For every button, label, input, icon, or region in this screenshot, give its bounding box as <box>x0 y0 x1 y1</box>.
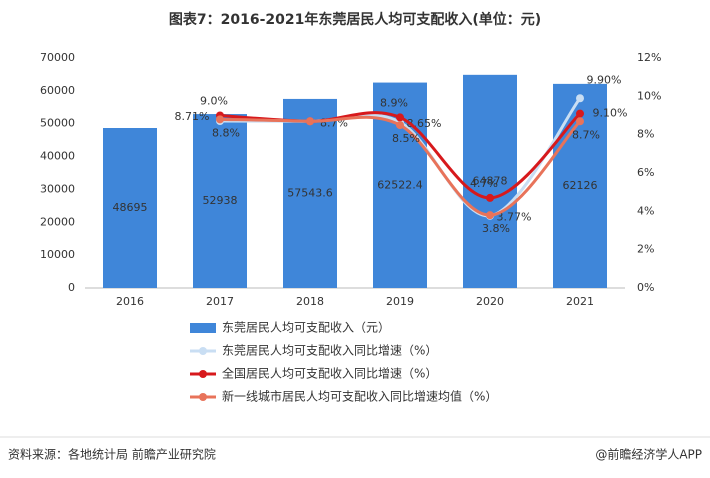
y-tick-label: 60000 <box>40 84 75 97</box>
y-tick-label: 70000 <box>40 51 75 64</box>
credit: @前瞻经济学人APP <box>595 447 702 462</box>
source: 资料来源：各地统计局 前瞻产业研究院 <box>8 447 216 462</box>
bar <box>283 98 337 289</box>
bar <box>193 114 247 289</box>
legend-marker <box>199 370 207 378</box>
bar <box>103 128 157 288</box>
line-marker <box>486 211 494 220</box>
bar-value-label: 57543.6 <box>287 186 333 199</box>
bar <box>463 74 517 288</box>
y-tick-label: 0 <box>68 281 75 294</box>
line-value-label: 9.90% <box>587 73 622 86</box>
line-value-label: 9.10% <box>593 107 628 120</box>
y2-tick-label: 2% <box>637 243 654 256</box>
y2-tick-label: 4% <box>637 204 654 217</box>
y2-tick-label: 6% <box>637 166 654 179</box>
y-tick-label: 40000 <box>40 150 75 163</box>
legend-label: 全国居民人均可支配收入同比增速（%） <box>222 366 437 381</box>
x-tick-label: 2016 <box>116 295 144 308</box>
line-value-label: 3.8% <box>482 222 510 235</box>
y2-tick-label: 12% <box>637 51 661 64</box>
bar-value-label: 52938 <box>203 194 238 207</box>
x-tick-label: 2017 <box>206 295 234 308</box>
bar-value-label: 62126 <box>563 179 598 192</box>
line <box>219 115 582 217</box>
x-tick-label: 2021 <box>566 295 594 308</box>
y-tick-label: 10000 <box>40 248 75 261</box>
line-value-label: 9.0% <box>200 95 228 108</box>
line-value-label: 8.71% <box>175 110 210 123</box>
legend-label: 东莞居民人均可支配收入同比增速（%） <box>222 344 437 358</box>
line-value-label: 8.9% <box>380 96 408 109</box>
x-tick-label: 2020 <box>476 295 504 308</box>
line-marker <box>396 121 404 130</box>
legend-marker <box>199 393 207 401</box>
line-value-label: 8.8% <box>212 126 240 139</box>
y-tick-label: 20000 <box>40 215 75 228</box>
legend-swatch <box>190 323 216 333</box>
legend-label: 新一线城市居民人均可支配收入同比增速均值（%） <box>222 389 497 404</box>
line-marker <box>216 115 224 124</box>
y2-tick-label: 10% <box>637 89 661 102</box>
chart-title: 图表7：2016-2021年东莞居民人均可支配收入(单位：元) <box>169 11 541 28</box>
y-tick-label: 50000 <box>40 117 75 130</box>
line-value-label: 8.7% <box>572 128 600 141</box>
y2-tick-label: 0% <box>637 281 654 294</box>
legend-label: 东莞居民人均可支配收入（元） <box>222 321 390 335</box>
y2-tick-label: 8% <box>637 128 654 141</box>
line-marker <box>306 117 314 126</box>
line-marker <box>576 94 584 103</box>
line-marker <box>486 193 494 202</box>
bar-value-label: 62522.4 <box>377 178 423 191</box>
x-tick-label: 2018 <box>296 295 324 308</box>
bar-value-label: 48695 <box>113 201 148 214</box>
line-marker <box>576 117 584 126</box>
line-marker <box>576 109 584 118</box>
y-tick-label: 30000 <box>40 182 75 195</box>
line-marker <box>396 113 404 122</box>
line-value-label: 4.7% <box>470 177 498 190</box>
line-value-label: 8.5% <box>392 132 420 145</box>
line-value-label: 3.77% <box>497 211 532 224</box>
bar-value-label: 64878 <box>473 174 508 187</box>
legend-marker <box>199 347 207 355</box>
x-tick-label: 2019 <box>386 295 414 308</box>
